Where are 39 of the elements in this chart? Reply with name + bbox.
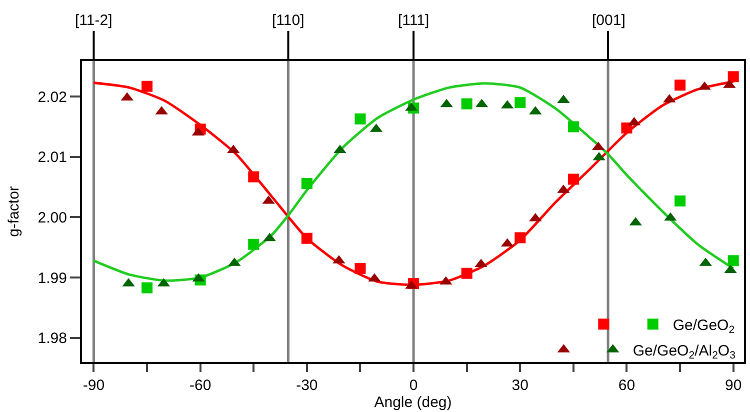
x-tick-label: 60 (618, 377, 636, 394)
point (354, 263, 366, 274)
point (568, 121, 579, 132)
point (142, 282, 153, 294)
point (142, 80, 153, 92)
y-axis-title: g-factor (6, 186, 23, 237)
point (461, 268, 472, 279)
point (301, 178, 312, 189)
annotation: [110] (272, 12, 304, 29)
point (248, 238, 260, 250)
x-tick-label: 0 (409, 377, 418, 394)
x-axis-title: Angle (deg) (374, 394, 452, 411)
legend-label: Ge/GeO$_{2}$ (672, 316, 735, 336)
y-tick-label: 2.00 (38, 209, 67, 226)
x-tick-label: -90 (82, 377, 105, 394)
x-tick-label: -30 (296, 377, 318, 394)
point (301, 232, 312, 244)
point (728, 255, 739, 266)
x-tick-label: 90 (724, 377, 742, 394)
point (461, 98, 472, 110)
annotation: [001] (592, 12, 626, 29)
y-tick-label: 1.98 (38, 330, 67, 348)
point (728, 71, 739, 82)
point (621, 122, 632, 134)
legend-label: Ge/GeO$_{2}$/Al$_{2}$O$_{3}$ (632, 342, 736, 362)
point (674, 195, 686, 206)
y-tick-label: 2.02 (38, 88, 67, 106)
point (514, 97, 526, 108)
point (248, 171, 260, 182)
point (514, 232, 526, 244)
x-tick-label: -60 (189, 377, 212, 394)
annotation: [111] (398, 12, 430, 29)
annotation: [11-2] (75, 12, 112, 29)
point (354, 113, 366, 124)
point (568, 174, 579, 185)
y-tick-label: 2.01 (38, 149, 67, 166)
point (674, 80, 686, 91)
x-tick-label: 30 (512, 377, 528, 394)
y-tick-label: 1.99 (38, 270, 67, 287)
